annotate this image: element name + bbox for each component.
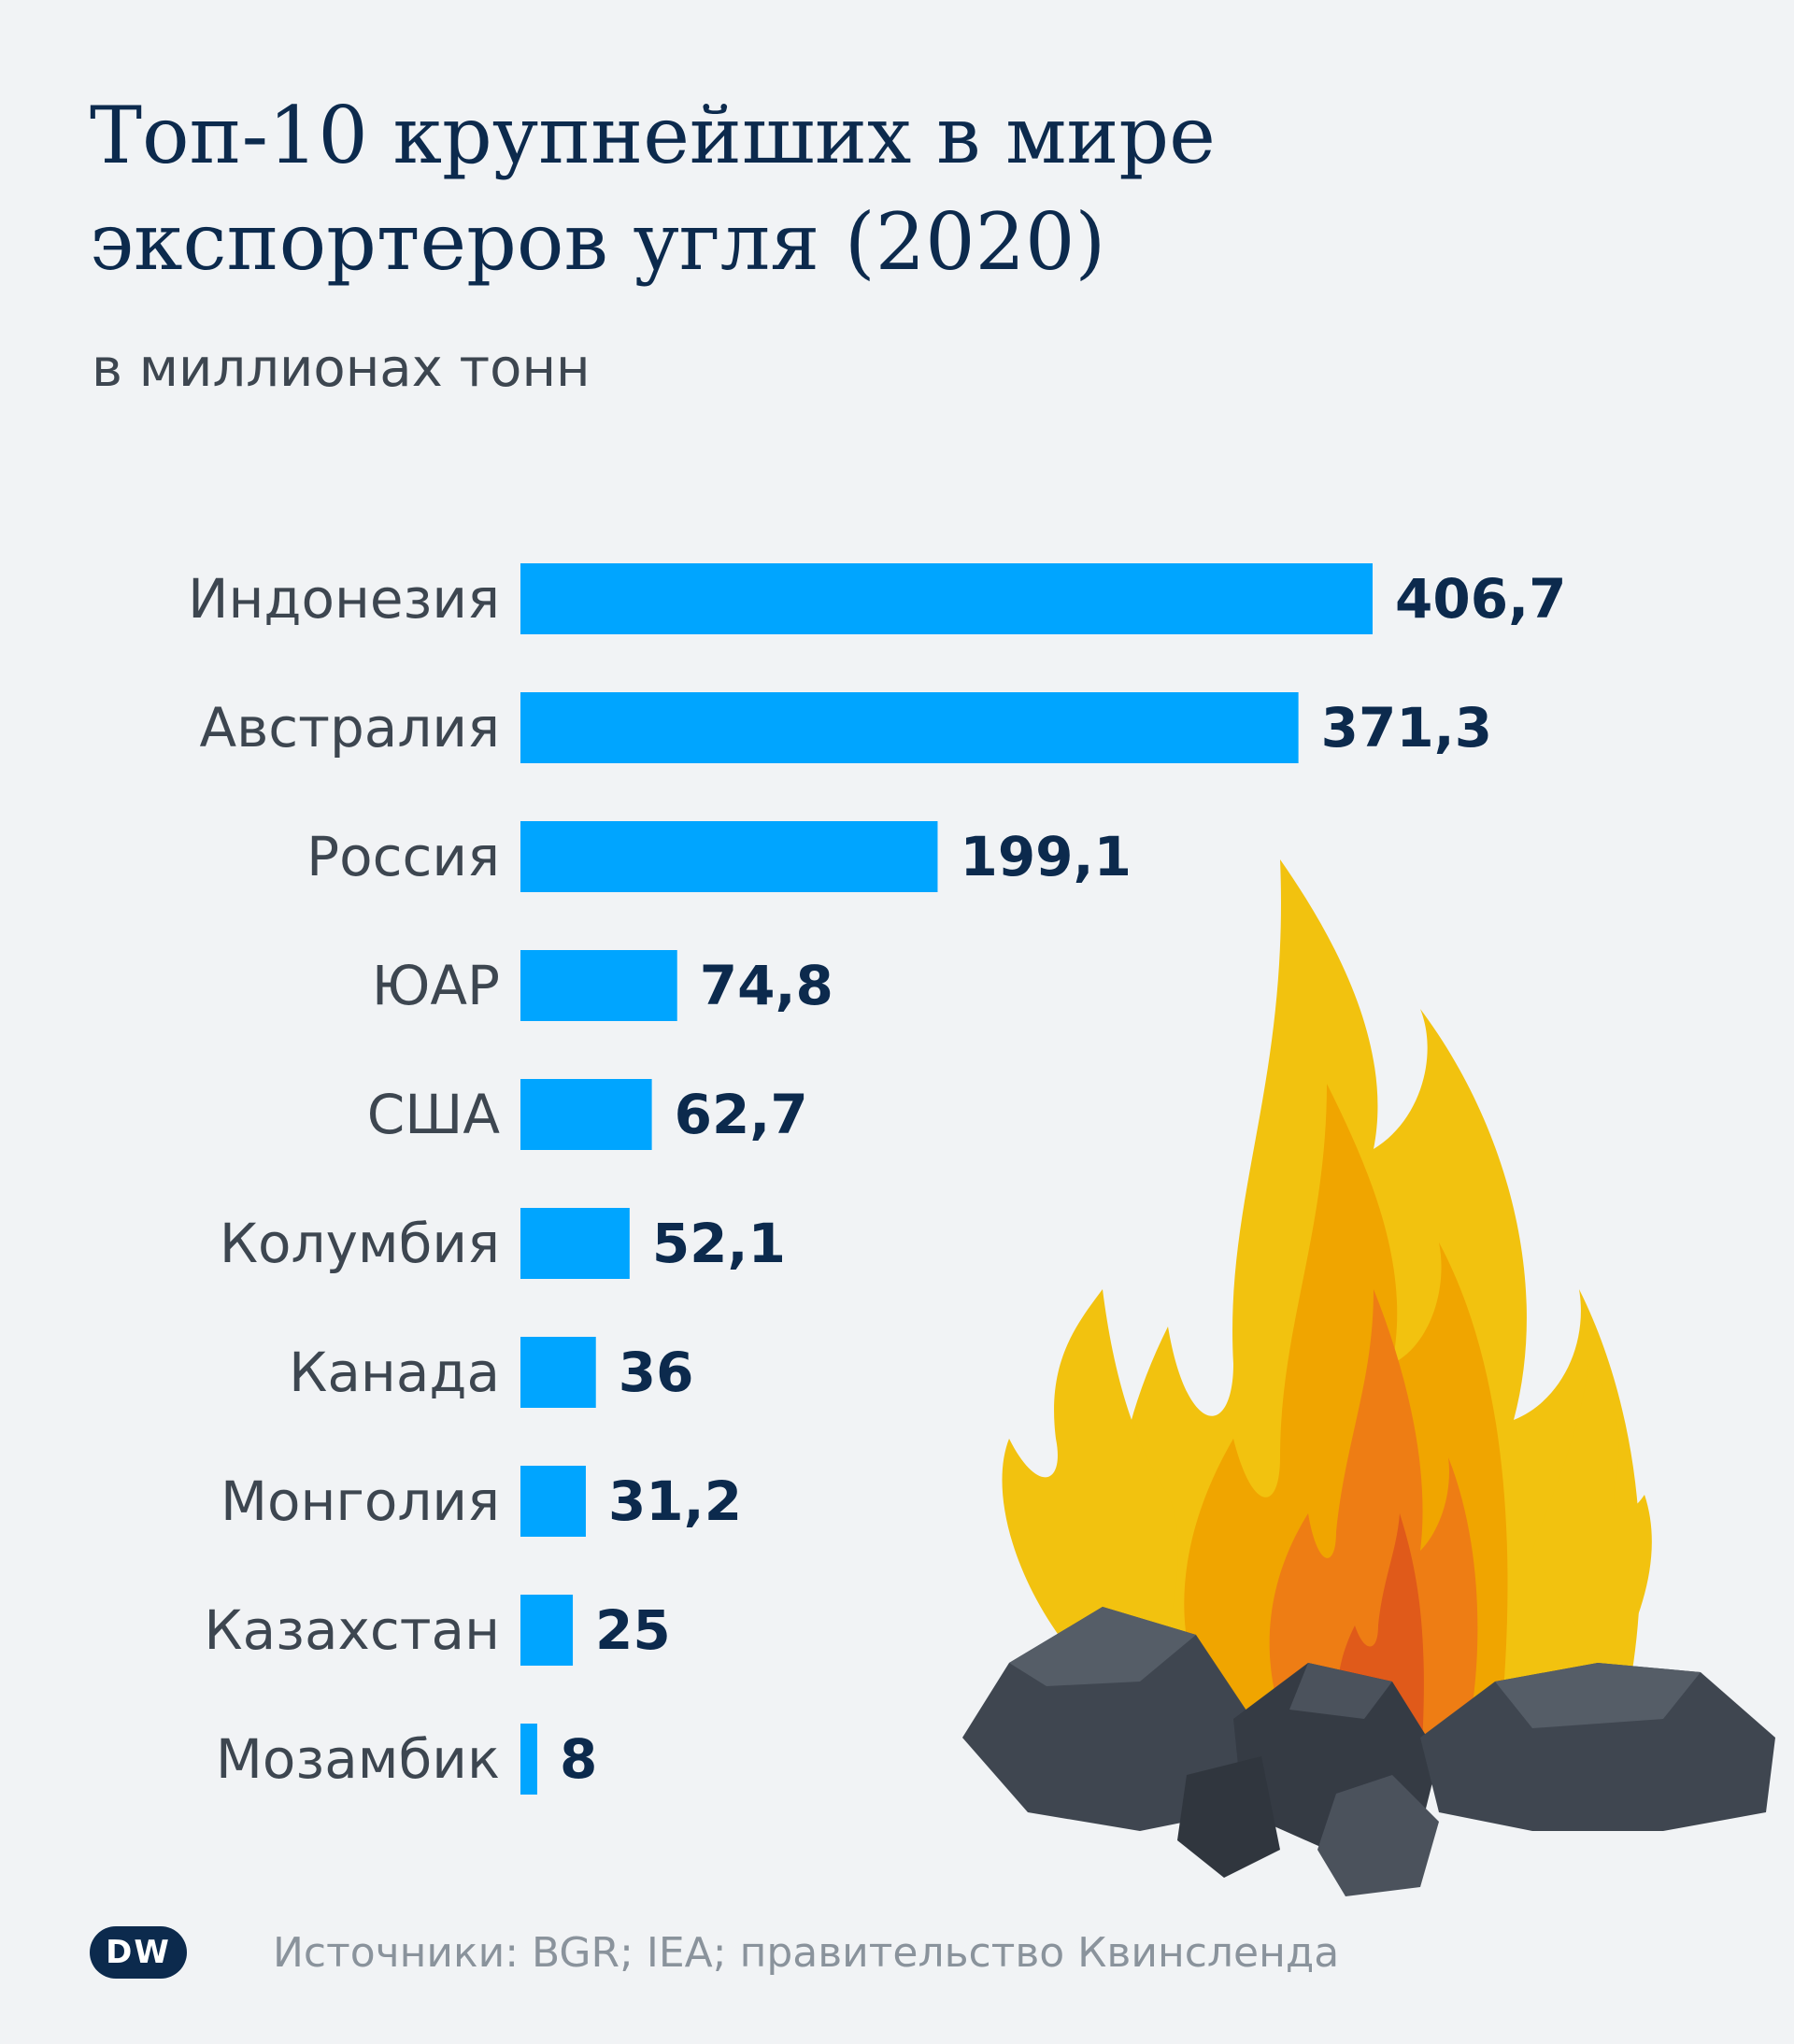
bar xyxy=(520,692,1299,763)
value-label: 371,3 xyxy=(1321,696,1492,759)
category-label: Монголия xyxy=(221,1469,500,1533)
coal-rocks xyxy=(962,1607,1775,1896)
chart-subtitle: в миллионах тонн xyxy=(92,338,591,399)
category-label: США xyxy=(367,1083,501,1146)
value-label: 74,8 xyxy=(700,954,833,1017)
bar xyxy=(520,821,938,892)
value-label: 406,7 xyxy=(1395,567,1566,631)
category-label: Индонезия xyxy=(188,567,500,631)
source-note: Источники: BGR; IEA; правительство Квинс… xyxy=(273,1928,1340,1977)
category-label: Россия xyxy=(306,825,500,888)
bar xyxy=(520,1466,586,1537)
category-label: Канада xyxy=(289,1341,500,1404)
category-label: Казахстан xyxy=(204,1598,500,1662)
bar xyxy=(520,1595,574,1666)
footer: DW Источники: BGR; IEA; правительство Кв… xyxy=(90,1910,1339,1994)
flames xyxy=(1002,859,1652,1775)
value-label: 62,7 xyxy=(675,1083,808,1146)
bar xyxy=(520,950,677,1021)
category-label: Австралия xyxy=(199,696,500,759)
chart-title: Топ-10 крупнейших в мире экспортеров угл… xyxy=(90,90,1216,288)
coal-fire-illustration xyxy=(962,859,1775,1896)
bar-chart: Индонезия 406,7 Австралия 371,3 Россия 199,1 Ю… xyxy=(188,563,1566,1795)
bar xyxy=(520,1337,596,1408)
value-label: 8 xyxy=(560,1727,597,1791)
bar xyxy=(520,1208,630,1279)
dw-logo: DW xyxy=(90,1926,187,1979)
category-label: Колумбия xyxy=(220,1212,500,1275)
value-label: 36 xyxy=(619,1341,694,1404)
category-label: ЮАР xyxy=(372,954,500,1017)
bar xyxy=(520,563,1373,634)
value-label: 199,1 xyxy=(960,825,1131,888)
bar xyxy=(520,1724,537,1795)
bar xyxy=(520,1079,652,1150)
value-label: 31,2 xyxy=(608,1469,742,1533)
category-label: Мозамбик xyxy=(216,1727,500,1791)
value-label: 25 xyxy=(595,1598,671,1662)
value-label: 52,1 xyxy=(652,1212,786,1275)
